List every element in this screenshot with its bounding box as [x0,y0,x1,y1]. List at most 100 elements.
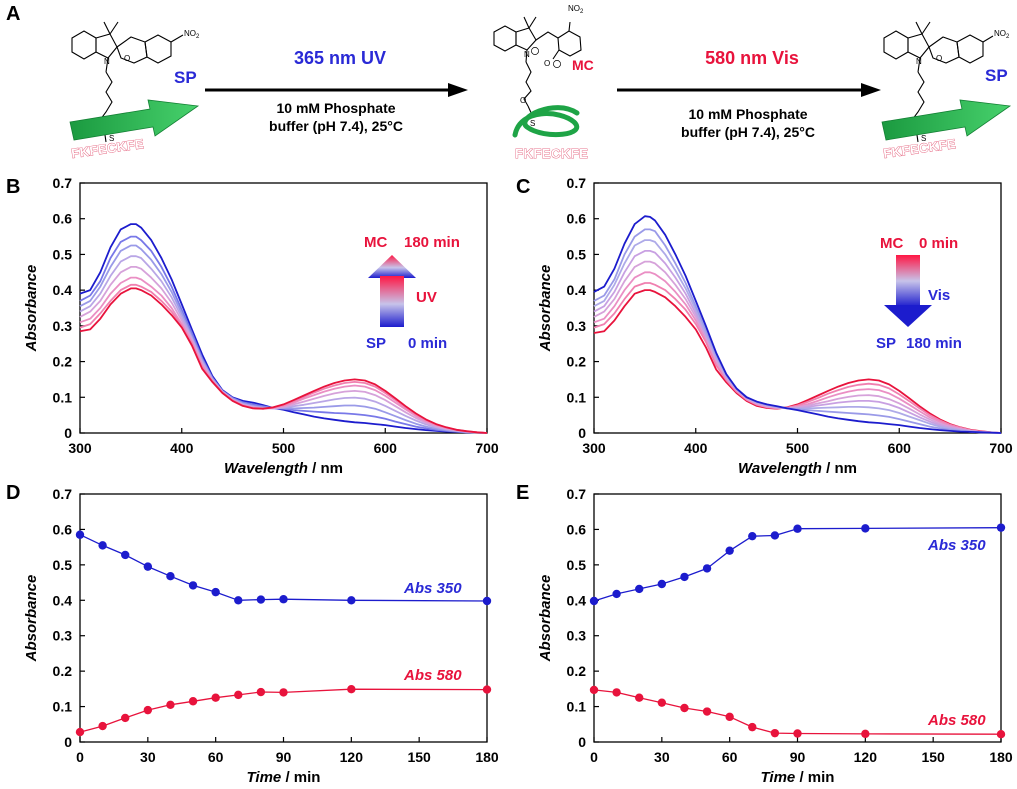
y-axis-label: Absorbance [537,575,554,663]
data-point-0 [612,589,621,599]
data-point-1 [121,713,130,723]
y-tick-label: 0.3 [53,628,73,644]
data-point-1 [211,693,220,702]
kinetics-chart-vis: 0 0.1 0.2 0.3 0.4 0.5 0.6 0.7 0 30 60 90 120 150 180 Ti… [537,486,1013,786]
y-tick-label: 0.6 [567,211,587,227]
legend-top-state: MC [880,235,903,252]
x-tick-label: 120 [854,749,878,765]
atom-n-mc: N [524,50,530,59]
nitro-bond [170,34,184,43]
panel-label-e: E [516,482,529,504]
y-tick-label: 0.6 [53,521,73,537]
data-point-1 [143,705,153,715]
y-tick-label: 0.4 [53,592,73,608]
atom-o-left: O [124,54,130,63]
methyl-bond [528,16,537,29]
y-tick-label: 0.2 [567,354,587,370]
spectra-chart-uv: 0 0.1 0.2 0.3 0.4 0.5 0.6 0.7 300 400 500 600 700 Wav… [23,175,499,477]
legend-uv: MC 180 min UV SP 0 min [364,234,460,352]
x-tick-label: 150 [921,749,945,765]
series-label-abs580-e: Abs 580 [927,712,986,729]
x-tick-label: 150 [407,749,431,765]
panel-label-d: D [6,482,20,504]
step1-condition-line2: buffer (pH 7.4), 25°C [269,118,403,134]
benzene-ring [71,30,97,60]
series-label-abs580-d: Abs 580 [403,667,462,684]
y-tick-label: 0.6 [53,211,73,227]
series-line-7 [593,215,1002,434]
data-point-1 [725,712,734,722]
y-tick-label: 0.3 [567,628,587,644]
nitro-label-left: NO2 [184,29,200,40]
step1-light-label: 365 nm UV [294,48,386,68]
methyl-bond [523,16,530,29]
step1-condition-line1: 10 mM Phosphate [276,100,395,116]
data-point-1 [657,698,667,707]
nitro-label-right: NO2 [994,29,1010,40]
atom-s-mc: S [530,119,535,128]
data-point-0 [121,550,130,560]
atom-s-right: S [921,134,926,143]
step2-condition-line1: 10 mM Phosphate [688,106,807,122]
x-tick-label: 30 [140,749,156,765]
data-point-1 [188,697,198,706]
panel-label-a: A [6,3,20,25]
data-point-0 [347,596,356,605]
data-point-1 [347,685,356,694]
step2-condition-line2: buffer (pH 7.4), 25°C [681,124,815,140]
benzene-ring [883,30,909,60]
peptide-arrow-left [69,99,200,141]
x-axis-label-name: Time [761,769,796,786]
data-point-1 [861,729,870,739]
data-point-1 [256,687,266,697]
x-axis-label-unit: / min [795,769,834,786]
plot-frame [79,182,488,434]
methyl-bond [915,21,923,35]
negative-charge-icon [553,60,561,68]
kinetics-chart-uv: 0 0.1 0.2 0.3 0.4 0.5 0.6 0.7 0 30 60 90 120 150 180 Ti… [23,486,499,786]
pyran-ring [928,36,960,64]
reaction-arrowhead-1 [448,83,468,97]
x-tick-label: 700 [475,440,499,456]
state-mc: MC [572,57,594,73]
x-tick-label: 90 [790,749,806,765]
series-line-0 [593,289,1002,434]
x-axis-label: Time / min [247,769,321,786]
x-tick-label: 500 [786,440,810,456]
indoline-ring [95,33,118,59]
panel-a-scheme: A NO2 N O O S SP FKFECKFE 365 nm UV 10 m… [6,3,1012,161]
y-tick-label: 0 [64,734,72,750]
y-tick-label: 0.1 [53,699,73,715]
x-tick-label: 60 [208,749,224,765]
indolium-ring [515,27,537,51]
peptide-label-left: FKFECKFE [70,136,145,161]
data-point-0 [793,524,802,533]
legend-top-time: 0 min [919,235,958,252]
data-point-1 [612,688,621,697]
atom-n-left: N [104,57,110,66]
x-tick-label: 600 [374,440,398,456]
series-line-7 [79,287,488,434]
x-tick-label: 30 [654,749,670,765]
y-tick-label: 0.5 [567,557,587,573]
x-tick-label: 300 [582,440,606,456]
y-tick-label: 0.4 [567,592,587,608]
state-sp-left: SP [174,68,197,87]
x-tick-label: 60 [722,749,738,765]
x-tick-label: 90 [276,749,292,765]
data-point-0 [143,562,153,571]
x-tick-label: 400 [684,440,708,456]
y-tick-label: 0.1 [567,389,587,405]
vinyl-chain [535,31,559,41]
x-tick-label: 180 [989,749,1013,765]
y-tick-label: 0 [578,734,586,750]
data-point-1 [75,727,85,737]
series-label-abs350-e: Abs 350 [927,537,986,554]
series-line-6 [79,283,488,434]
atom-o-ester-mc: O [520,96,526,105]
x-tick-label: 300 [68,440,92,456]
data-point-0 [256,595,266,604]
legend-middle-label: UV [416,289,437,306]
data-point-1 [166,700,175,709]
y-tick-label: 0.7 [567,175,587,191]
